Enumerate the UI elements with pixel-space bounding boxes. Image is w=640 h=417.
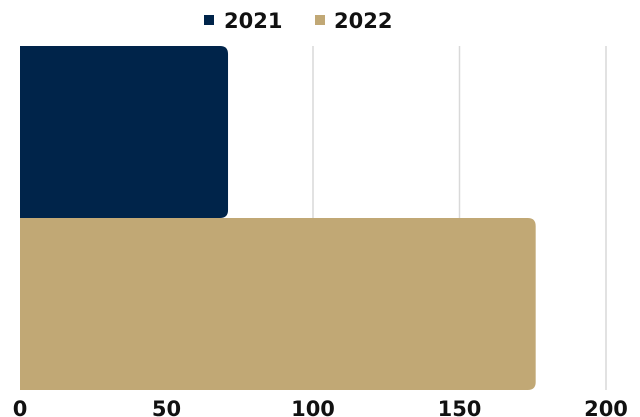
bar-2022 xyxy=(20,218,536,390)
bar-2021 xyxy=(20,46,229,218)
legend: 2021 2022 xyxy=(204,9,392,33)
x-tick-200: 200 xyxy=(584,397,628,417)
bars xyxy=(20,46,536,390)
x-tick-150: 150 xyxy=(438,397,482,417)
x-tick-50: 50 xyxy=(152,397,181,417)
x-tick-100: 100 xyxy=(291,397,335,417)
legend-label-2022: 2022 xyxy=(334,9,392,33)
legend-swatch-2021 xyxy=(204,15,214,25)
legend-label-2021: 2021 xyxy=(224,9,282,33)
x-tick-0: 0 xyxy=(13,397,28,417)
legend-swatch-2022 xyxy=(315,15,325,25)
x-axis-ticks: 0 50 100 150 200 xyxy=(13,397,628,417)
